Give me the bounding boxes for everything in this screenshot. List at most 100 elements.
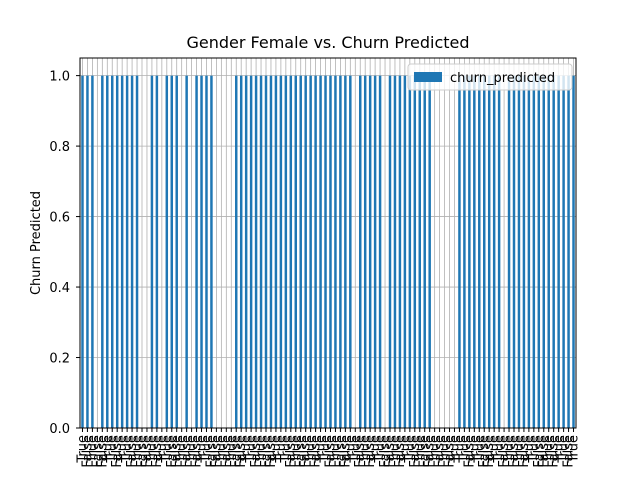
bar	[478, 75, 481, 428]
bar	[527, 75, 531, 428]
x-tick-label: False	[249, 435, 264, 468]
x-tick-label: True	[269, 435, 284, 464]
bar	[324, 75, 327, 428]
bar	[463, 75, 466, 428]
bar	[254, 75, 258, 428]
x-tick-label: True	[279, 435, 294, 464]
x-tick-label: False	[507, 435, 522, 468]
bar	[532, 75, 536, 428]
x-tick-label: False	[170, 435, 185, 468]
bar	[150, 75, 154, 428]
bar	[542, 75, 545, 428]
legend-label: churn_predicted	[450, 71, 555, 86]
chart-title: Gender Female vs. Churn Predicted	[186, 33, 469, 52]
x-tick-label: False	[219, 435, 234, 468]
x-tick-label: False	[378, 435, 393, 468]
bar	[111, 75, 114, 428]
x-tick-label: False	[135, 435, 150, 468]
bar	[170, 75, 173, 428]
bar	[339, 75, 342, 428]
x-tick-label: False	[537, 435, 552, 468]
x-tick-label: True	[527, 435, 542, 464]
x-tick-label: False	[547, 435, 562, 468]
x-tick-label: True	[373, 435, 388, 464]
x-tick-label: True	[413, 435, 428, 464]
bar	[423, 75, 426, 428]
bar	[393, 75, 397, 428]
bar	[239, 75, 243, 428]
x-tick-label: True	[403, 435, 418, 464]
x-tick-label: True	[100, 435, 115, 464]
x-tick-label: False	[90, 435, 105, 468]
bar	[507, 75, 511, 428]
bar	[314, 75, 317, 428]
x-tick-label: True	[472, 435, 487, 464]
bar	[562, 75, 565, 428]
bar	[547, 75, 550, 428]
bar	[487, 75, 491, 428]
bar	[418, 75, 421, 428]
bar	[537, 75, 541, 428]
bar	[115, 75, 119, 428]
bar	[413, 75, 417, 428]
x-tick-label: True	[522, 435, 537, 464]
bar	[557, 75, 560, 428]
bar	[378, 75, 382, 428]
bar	[483, 75, 486, 428]
x-tick-label: True	[492, 435, 507, 464]
y-tick-label: 0.0	[49, 422, 70, 437]
x-tick-label: False	[125, 435, 140, 468]
x-tick-label: False	[408, 435, 423, 468]
legend-box	[407, 63, 573, 91]
x-tick-label: True	[160, 435, 175, 464]
bar	[299, 75, 302, 428]
x-tick-label: True	[214, 435, 229, 464]
x-tick-label: True	[502, 435, 517, 464]
x-tick-label: False	[333, 435, 348, 468]
x-tick-label: False	[462, 435, 477, 468]
bar	[304, 75, 307, 428]
bar	[334, 75, 337, 428]
x-tick-label: False	[204, 435, 219, 468]
bar	[319, 75, 322, 428]
x-tick-label: False	[497, 435, 512, 468]
legend: churn_predicted	[407, 63, 573, 91]
bar	[274, 75, 278, 428]
x-tick-label: True	[447, 435, 462, 464]
bar	[185, 75, 188, 428]
x-tick-label: False	[299, 435, 314, 468]
x-tick-label: False	[443, 435, 458, 468]
x-tick-label: False	[110, 435, 125, 468]
x-tick-label: True	[304, 435, 319, 464]
x-tick-label: True	[224, 435, 239, 464]
x-tick-label: False	[180, 435, 195, 468]
x-tick-label: False	[532, 435, 547, 468]
x-tick-label: False	[562, 435, 577, 468]
bar	[135, 75, 139, 428]
x-tick-label: True	[343, 435, 358, 464]
y-tick-label: 0.8	[49, 140, 70, 155]
bar	[91, 75, 94, 428]
bar	[86, 75, 89, 428]
x-tick-label: True	[428, 435, 443, 464]
x-tick-label: True	[358, 435, 373, 464]
bar	[175, 75, 178, 428]
x-tick-label: True	[319, 435, 334, 464]
bar	[130, 75, 134, 428]
bar	[269, 75, 273, 428]
x-tick-label: False	[190, 435, 205, 468]
bar	[363, 75, 367, 428]
bar	[279, 75, 283, 428]
bar	[294, 75, 297, 428]
x-tick-label: False	[150, 435, 165, 468]
x-tick-label: False	[477, 435, 492, 468]
x-tick-label: True	[438, 435, 453, 464]
bar	[517, 75, 521, 428]
x-tick-label: True	[75, 435, 90, 464]
x-tick-label: True	[487, 435, 502, 464]
x-tick-label: True	[542, 435, 557, 464]
x-tick-label: False	[423, 435, 438, 468]
bar	[373, 75, 377, 428]
x-tick-label: True	[120, 435, 135, 464]
